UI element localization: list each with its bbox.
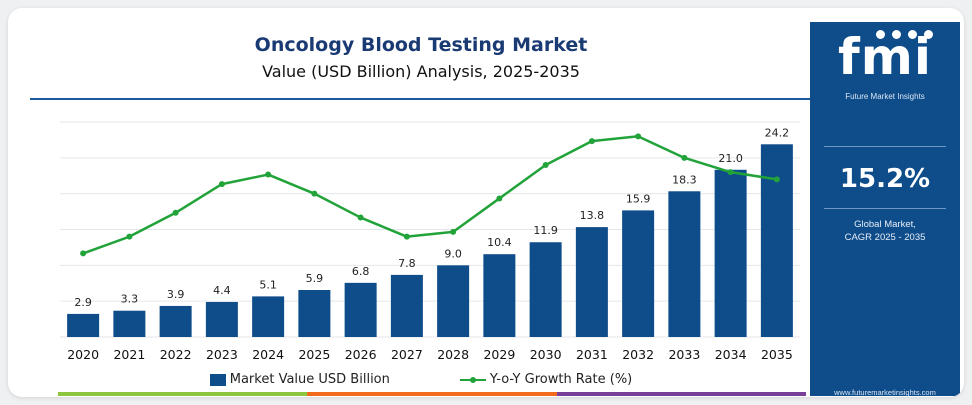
legend-item-market-value: Market Value USD Billion [209, 372, 390, 387]
growth-point-2029 [496, 195, 503, 202]
legend-line-swatch [459, 374, 486, 386]
growth-point-2024 [265, 171, 272, 178]
bar-label-2035: 24.2 [765, 126, 790, 139]
x-tick-2026: 2026 [345, 347, 377, 362]
growth-point-2033 [681, 154, 688, 161]
brand-name: Future Market Insights [845, 92, 925, 101]
bar-2034 [714, 169, 747, 337]
growth-point-2028 [450, 228, 457, 235]
sidebar-panel: fmi Future Market Insights 15.2% Global … [810, 22, 960, 397]
x-tick-2029: 2029 [483, 347, 515, 362]
title-divider [30, 98, 812, 100]
x-tick-2023: 2023 [206, 347, 238, 362]
sidebar-divider-top [824, 146, 946, 147]
legend-item-growth-rate: Y-o-Y Growth Rate (%) [459, 372, 633, 387]
x-tick-2025: 2025 [298, 347, 330, 362]
growth-point-2022 [172, 209, 179, 216]
growth-point-2034 [727, 169, 734, 176]
x-tick-2035: 2035 [761, 347, 793, 362]
x-tick-2021: 2021 [113, 347, 145, 362]
bar-label-2023: 4.4 [213, 284, 231, 297]
growth-point-2025 [311, 190, 318, 197]
cagr-label-line1: Global Market, [854, 219, 916, 230]
growth-point-2031 [588, 138, 595, 145]
footer-strip-green [58, 392, 308, 396]
bar-2028 [437, 265, 470, 337]
growth-point-2027 [403, 233, 410, 240]
bar-label-2034: 21.0 [718, 152, 743, 165]
x-tick-2032: 2032 [622, 347, 654, 362]
growth-point-2035 [773, 176, 780, 183]
bar-2035 [760, 144, 793, 337]
bar-label-2030: 11.9 [533, 224, 558, 237]
bar-2026 [344, 282, 377, 337]
bar-label-2031: 13.8 [580, 209, 605, 222]
bar-label-2028: 9.0 [444, 247, 462, 260]
x-tick-2027: 2027 [391, 347, 423, 362]
x-tick-2020: 2020 [67, 347, 99, 362]
bar-label-2025: 5.9 [306, 272, 324, 285]
logo-dots-icon [876, 30, 936, 40]
x-tick-2028: 2028 [437, 347, 469, 362]
bar-2027 [390, 274, 423, 337]
growth-point-2020 [80, 250, 87, 257]
bar-label-2021: 3.3 [121, 293, 139, 306]
bar-2032 [622, 210, 655, 337]
bar-label-2020: 2.9 [74, 296, 92, 309]
bar-2031 [575, 227, 608, 337]
footer-strip-purple [556, 392, 806, 396]
legend-label-growth-rate: Y-o-Y Growth Rate (%) [489, 372, 633, 387]
cagr-label-line2: CAGR 2025 - 2035 [844, 232, 926, 243]
bar-label-2026: 6.8 [352, 265, 370, 278]
cagr-label: Global Market, CAGR 2025 - 2035 [810, 218, 960, 244]
chart-card: Oncology Blood Testing Market Value (USD… [8, 8, 964, 397]
bar-2022 [159, 305, 192, 337]
bar-2030 [529, 242, 562, 337]
legend-label-market-value: Market Value USD Billion [229, 372, 390, 387]
chart-subtitle: Value (USD Billion) Analysis, 2025-2035 [262, 62, 580, 81]
bar-2023 [205, 301, 238, 337]
chart-legend: Market Value USD Billion Y-o-Y Growth Ra… [30, 372, 812, 387]
footer-color-strip [58, 392, 806, 396]
x-tick-2033: 2033 [668, 347, 700, 362]
bar-label-2029: 10.4 [487, 236, 512, 249]
x-tick-2030: 2030 [530, 347, 562, 362]
footer-strip-orange [307, 392, 557, 396]
cagr-value: 15.2% [839, 164, 931, 194]
bar-label-2033: 18.3 [672, 173, 697, 186]
x-tick-2022: 2022 [160, 347, 192, 362]
bar-label-2024: 5.1 [259, 278, 277, 291]
sidebar-divider-mid [824, 208, 946, 209]
bar-2024 [252, 296, 285, 337]
x-tick-2034: 2034 [715, 347, 747, 362]
legend-bar-swatch [209, 373, 226, 386]
growth-point-2026 [357, 214, 364, 221]
x-tick-2024: 2024 [252, 347, 284, 362]
growth-point-2023 [218, 181, 225, 188]
growth-point-2021 [126, 233, 133, 240]
growth-point-2030 [542, 162, 549, 168]
x-tick-2031: 2031 [576, 347, 608, 362]
bar-label-2027: 7.8 [398, 257, 416, 270]
chart-area: Oncology Blood Testing Market Value (USD… [30, 22, 812, 394]
bar-2020 [67, 313, 100, 337]
bar-label-2032: 15.9 [626, 192, 651, 205]
bar-2021 [113, 310, 146, 337]
bar-label-2022: 3.9 [167, 288, 185, 301]
brand-logo: fmi [838, 28, 932, 86]
website-link[interactable]: www.futuremarketinsights.com [834, 388, 936, 397]
bar-2033 [668, 191, 701, 337]
growth-point-2032 [635, 133, 642, 140]
chart-title: Oncology Blood Testing Market [254, 34, 588, 56]
chart-plot: 2.9 2020 3.3 2021 3.9 2022 4.4 2023 5.1 2024 5.9 20… [60, 121, 800, 362]
bar-2029 [483, 254, 516, 337]
growth-rate-line [82, 135, 778, 255]
bar-2025 [298, 290, 331, 337]
